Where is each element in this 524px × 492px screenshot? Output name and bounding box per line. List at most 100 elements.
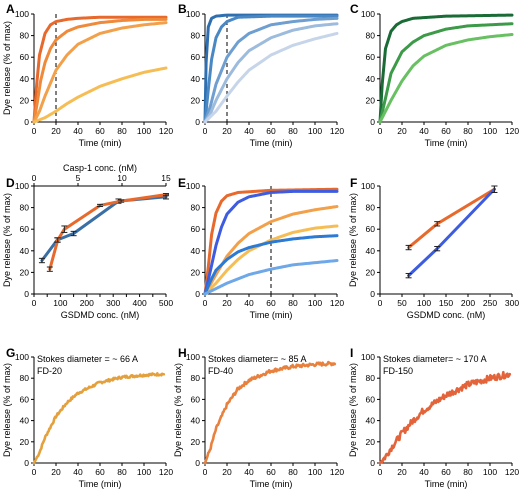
y-tick-label: 60 [191, 394, 201, 404]
y-axis-label: Dye release (% of max) [2, 193, 12, 287]
x-tick-label: 60 [441, 467, 451, 477]
x-tick-label: 120 [330, 126, 344, 136]
x-tick-label: 500 [159, 298, 173, 308]
x-tick-label: 0 [378, 298, 383, 308]
y-tick-label: 20 [366, 95, 376, 105]
x-tick-label: 100 [483, 467, 497, 477]
y-tick-label: 40 [191, 246, 201, 256]
y-tick-label: 40 [20, 74, 30, 84]
x-tick-label: 60 [95, 126, 105, 136]
x-tick-label: 20 [51, 467, 61, 477]
top-tick-label: 0 [32, 173, 37, 183]
y-axis-label: Dye release (% of max) [348, 363, 358, 457]
x-tick-label: 150 [439, 298, 453, 308]
y-tick-label: 20 [20, 267, 30, 277]
x-axis-label: Time (min) [425, 479, 468, 489]
x-tick-label: 100 [308, 126, 322, 136]
x-tick-label: 40 [73, 126, 83, 136]
x-tick-label: 100 [137, 126, 151, 136]
y-tick-label: 20 [20, 437, 30, 447]
x-axis-label: Time (min) [250, 310, 293, 320]
x-axis-label: Time (min) [250, 479, 293, 489]
y-tick-label: 100 [361, 181, 375, 191]
y-tick-label: 60 [366, 394, 376, 404]
series-line [203, 205, 339, 296]
y-tick-label: 0 [195, 289, 200, 299]
panel-e: E 0 20 40 60 80 100 120 0 20 40 60 80 100 Time (min) [178, 176, 344, 320]
panel-f: F 0 50 100 150 200 250 300 0 20 40 60 80 100 GSDMD con… [348, 176, 519, 320]
x-tick-label: 60 [266, 126, 276, 136]
series-line [32, 17, 168, 124]
x-tick-label: 100 [53, 298, 67, 308]
x-tick-label: 80 [117, 467, 127, 477]
y-tick-label: 20 [191, 437, 201, 447]
panel-label: F [350, 176, 357, 190]
x-tick-label: 80 [288, 467, 298, 477]
series-line [203, 14, 339, 124]
y-tick-label: 60 [191, 52, 201, 62]
y-tick-label: 80 [20, 203, 30, 213]
x-tick-label: 250 [483, 298, 497, 308]
x-tick-label: 120 [505, 126, 519, 136]
x-axis-label: Time (min) [425, 138, 468, 148]
x-tick-label: 40 [419, 126, 429, 136]
panel-h: H 0 20 40 60 80 100 120 0 20 40 60 80 100 Time (min) Dy… [173, 346, 344, 489]
x-tick-label: 60 [266, 467, 276, 477]
x-tick-label: 40 [244, 467, 254, 477]
x-tick-label: 0 [32, 298, 37, 308]
y-tick-label: 40 [191, 74, 201, 84]
y-tick-label: 80 [366, 203, 376, 213]
x-tick-label: 120 [330, 298, 344, 308]
x-tick-label: 80 [463, 467, 473, 477]
panel-label: A [6, 2, 15, 16]
x-tick-label: 0 [203, 467, 208, 477]
series-line [32, 21, 168, 124]
y-tick-label: 100 [186, 181, 200, 191]
top-tick-label: 10 [117, 173, 127, 183]
x-tick-label: 100 [308, 298, 322, 308]
series-line [203, 187, 339, 296]
y-tick-label: 0 [370, 458, 375, 468]
annotation-text: FD-150 [383, 366, 413, 376]
series-line [203, 224, 339, 296]
panel-label: H [178, 346, 187, 360]
x-tick-label: 0 [203, 126, 208, 136]
y-tick-label: 40 [20, 416, 30, 426]
y-tick-label: 80 [20, 31, 30, 41]
x-tick-label: 50 [397, 298, 407, 308]
y-tick-label: 0 [370, 117, 375, 127]
x-tick-label: 100 [483, 126, 497, 136]
x-tick-label: 20 [222, 467, 232, 477]
panel-label: B [178, 2, 187, 16]
panel-label: E [178, 176, 186, 190]
y-tick-label: 60 [20, 394, 30, 404]
annotation-text: Stokes diameter= ~ 85 A [208, 354, 307, 364]
x-tick-label: 0 [203, 298, 208, 308]
y-tick-label: 100 [15, 181, 29, 191]
x-tick-label: 40 [244, 126, 254, 136]
top-tick-label: 5 [76, 173, 81, 183]
series-line [32, 66, 168, 124]
series-line [203, 234, 339, 296]
x-tick-label: 80 [117, 126, 127, 136]
y-tick-label: 40 [366, 74, 376, 84]
x-tick-label: 20 [222, 126, 232, 136]
series-line [378, 22, 514, 124]
y-tick-label: 20 [20, 95, 30, 105]
x-tick-label: 20 [51, 126, 61, 136]
x-tick-label: 120 [159, 467, 173, 477]
panel-label: D [6, 176, 15, 190]
y-axis-label: Dye release (% of max) [173, 363, 183, 457]
x-tick-label: 20 [222, 298, 232, 308]
series-line [203, 360, 337, 465]
panel-g: G 0 20 40 60 80 100 120 0 20 40 60 80 100 Time (min) Dy… [2, 346, 173, 489]
x-tick-label: 80 [288, 126, 298, 136]
y-tick-label: 40 [191, 416, 201, 426]
x-tick-label: 20 [397, 126, 407, 136]
panel-label: G [6, 346, 15, 360]
series-line [32, 372, 166, 465]
series-line [203, 259, 339, 296]
y-tick-label: 40 [366, 416, 376, 426]
y-axis-label: Dye release (% of max) [348, 193, 358, 287]
